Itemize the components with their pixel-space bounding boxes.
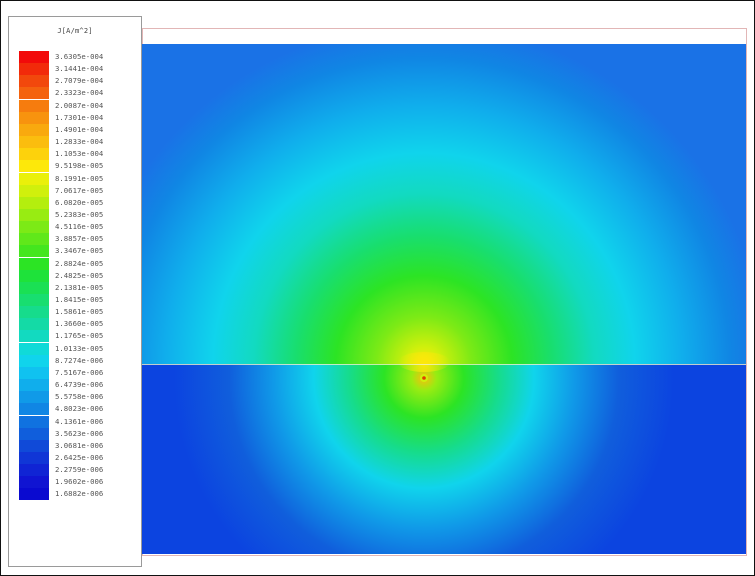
legend-label: 7.0617e-005	[55, 185, 104, 195]
legend-swatch	[19, 342, 49, 355]
legend-label: 9.5198e-005	[55, 161, 104, 171]
legend-swatch	[19, 354, 49, 367]
legend-label: 6.0820e-005	[55, 197, 104, 207]
legend-swatch	[19, 75, 49, 88]
legend-label: 1.9602e-006	[55, 477, 104, 487]
legend-label: 1.8415e-005	[55, 295, 104, 304]
field-plot-svg	[142, 44, 746, 554]
legend-label: 1.6882e-006	[55, 489, 104, 499]
legend-swatch	[19, 269, 49, 282]
legend-title: J[A/m^2]	[57, 27, 93, 35]
interface-hotspot	[398, 352, 450, 372]
legend-swatch	[19, 136, 49, 149]
legend-swatch	[19, 318, 49, 331]
legend-swatch	[19, 306, 49, 319]
legend-label: 3.5623e-006	[55, 428, 104, 438]
legend-swatch	[19, 294, 49, 306]
legend-swatch	[19, 148, 49, 161]
legend-label: 1.1053e-004	[55, 149, 104, 159]
legend-label: 1.7301e-004	[55, 112, 104, 122]
upper-region	[142, 44, 746, 364]
legend-label: 2.6425e-006	[55, 452, 104, 462]
legend-swatch	[19, 99, 49, 112]
legend-swatch	[19, 87, 49, 100]
legend-swatch	[19, 160, 49, 173]
legend-swatch	[19, 488, 49, 501]
legend-swatch	[19, 391, 49, 404]
legend-label: 2.4825e-005	[55, 270, 104, 280]
legend-label: 2.0087e-004	[55, 100, 104, 110]
legend-label: 4.5116e-005	[55, 222, 104, 232]
legend-swatch	[19, 172, 49, 185]
legend-label: 2.3323e-004	[55, 88, 104, 98]
legend-swatch	[19, 221, 49, 234]
legend-label: 5.5758e-006	[55, 392, 104, 402]
legend-swatch	[19, 111, 49, 124]
legend-label: 2.2759e-006	[55, 465, 104, 475]
legend-label: 4.8023e-006	[55, 404, 104, 414]
source-center	[422, 376, 426, 380]
lower-region	[142, 364, 746, 554]
legend-label: 3.6305e-004	[55, 52, 104, 61]
legend-label: 8.1991e-005	[55, 173, 104, 183]
legend-label: 3.1441e-004	[55, 64, 104, 74]
legend-swatch	[19, 196, 49, 209]
legend-swatch	[19, 51, 49, 63]
legend-swatch	[19, 257, 49, 270]
legend-label: 1.5861e-005	[55, 307, 104, 317]
legend-label: 8.7274e-006	[55, 355, 104, 365]
legend-swatch	[19, 439, 49, 452]
legend-label: 6.4739e-006	[55, 380, 104, 390]
legend-label: 1.0133e-005	[55, 343, 104, 353]
legend-label: 2.8824e-005	[55, 258, 104, 268]
legend-swatch	[19, 330, 49, 343]
legend-swatch	[19, 281, 49, 294]
legend-swatch	[19, 451, 49, 464]
legend-swatch	[19, 123, 49, 136]
legend-swatch	[19, 476, 49, 489]
legend-swatch	[19, 366, 49, 379]
legend-swatch	[19, 427, 49, 440]
legend-label: 3.0681e-006	[55, 440, 104, 450]
legend-label: 1.2833e-004	[55, 137, 104, 147]
legend-label: 3.3467e-005	[55, 246, 104, 256]
legend-swatch	[19, 403, 49, 416]
legend-swatch	[19, 233, 49, 246]
legend-swatch	[19, 184, 49, 197]
legend-label: 3.8857e-005	[55, 234, 104, 244]
legend-swatch	[19, 245, 49, 258]
legend-swatch	[19, 464, 49, 477]
legend-label: 1.4901e-004	[55, 124, 104, 134]
legend-label: 7.5167e-006	[55, 367, 104, 377]
legend-swatch	[19, 415, 49, 428]
legend-swatch	[19, 208, 49, 221]
legend-swatch	[19, 379, 49, 392]
legend-swatch	[19, 63, 49, 76]
legend-label: 1.1765e-005	[55, 331, 104, 341]
legend-label: 1.3660e-005	[55, 319, 104, 329]
legend-label: 2.1381e-005	[55, 282, 104, 292]
legend-label: 2.7079e-004	[55, 76, 104, 86]
color-legend: J[A/m^2] 3.6305e-004 3.1441e-004 2.7079e-0…	[8, 16, 142, 567]
legend-label: 5.2383e-005	[55, 209, 104, 219]
legend-label: 4.1361e-006	[55, 416, 104, 426]
field-plot[interactable]	[142, 44, 746, 554]
